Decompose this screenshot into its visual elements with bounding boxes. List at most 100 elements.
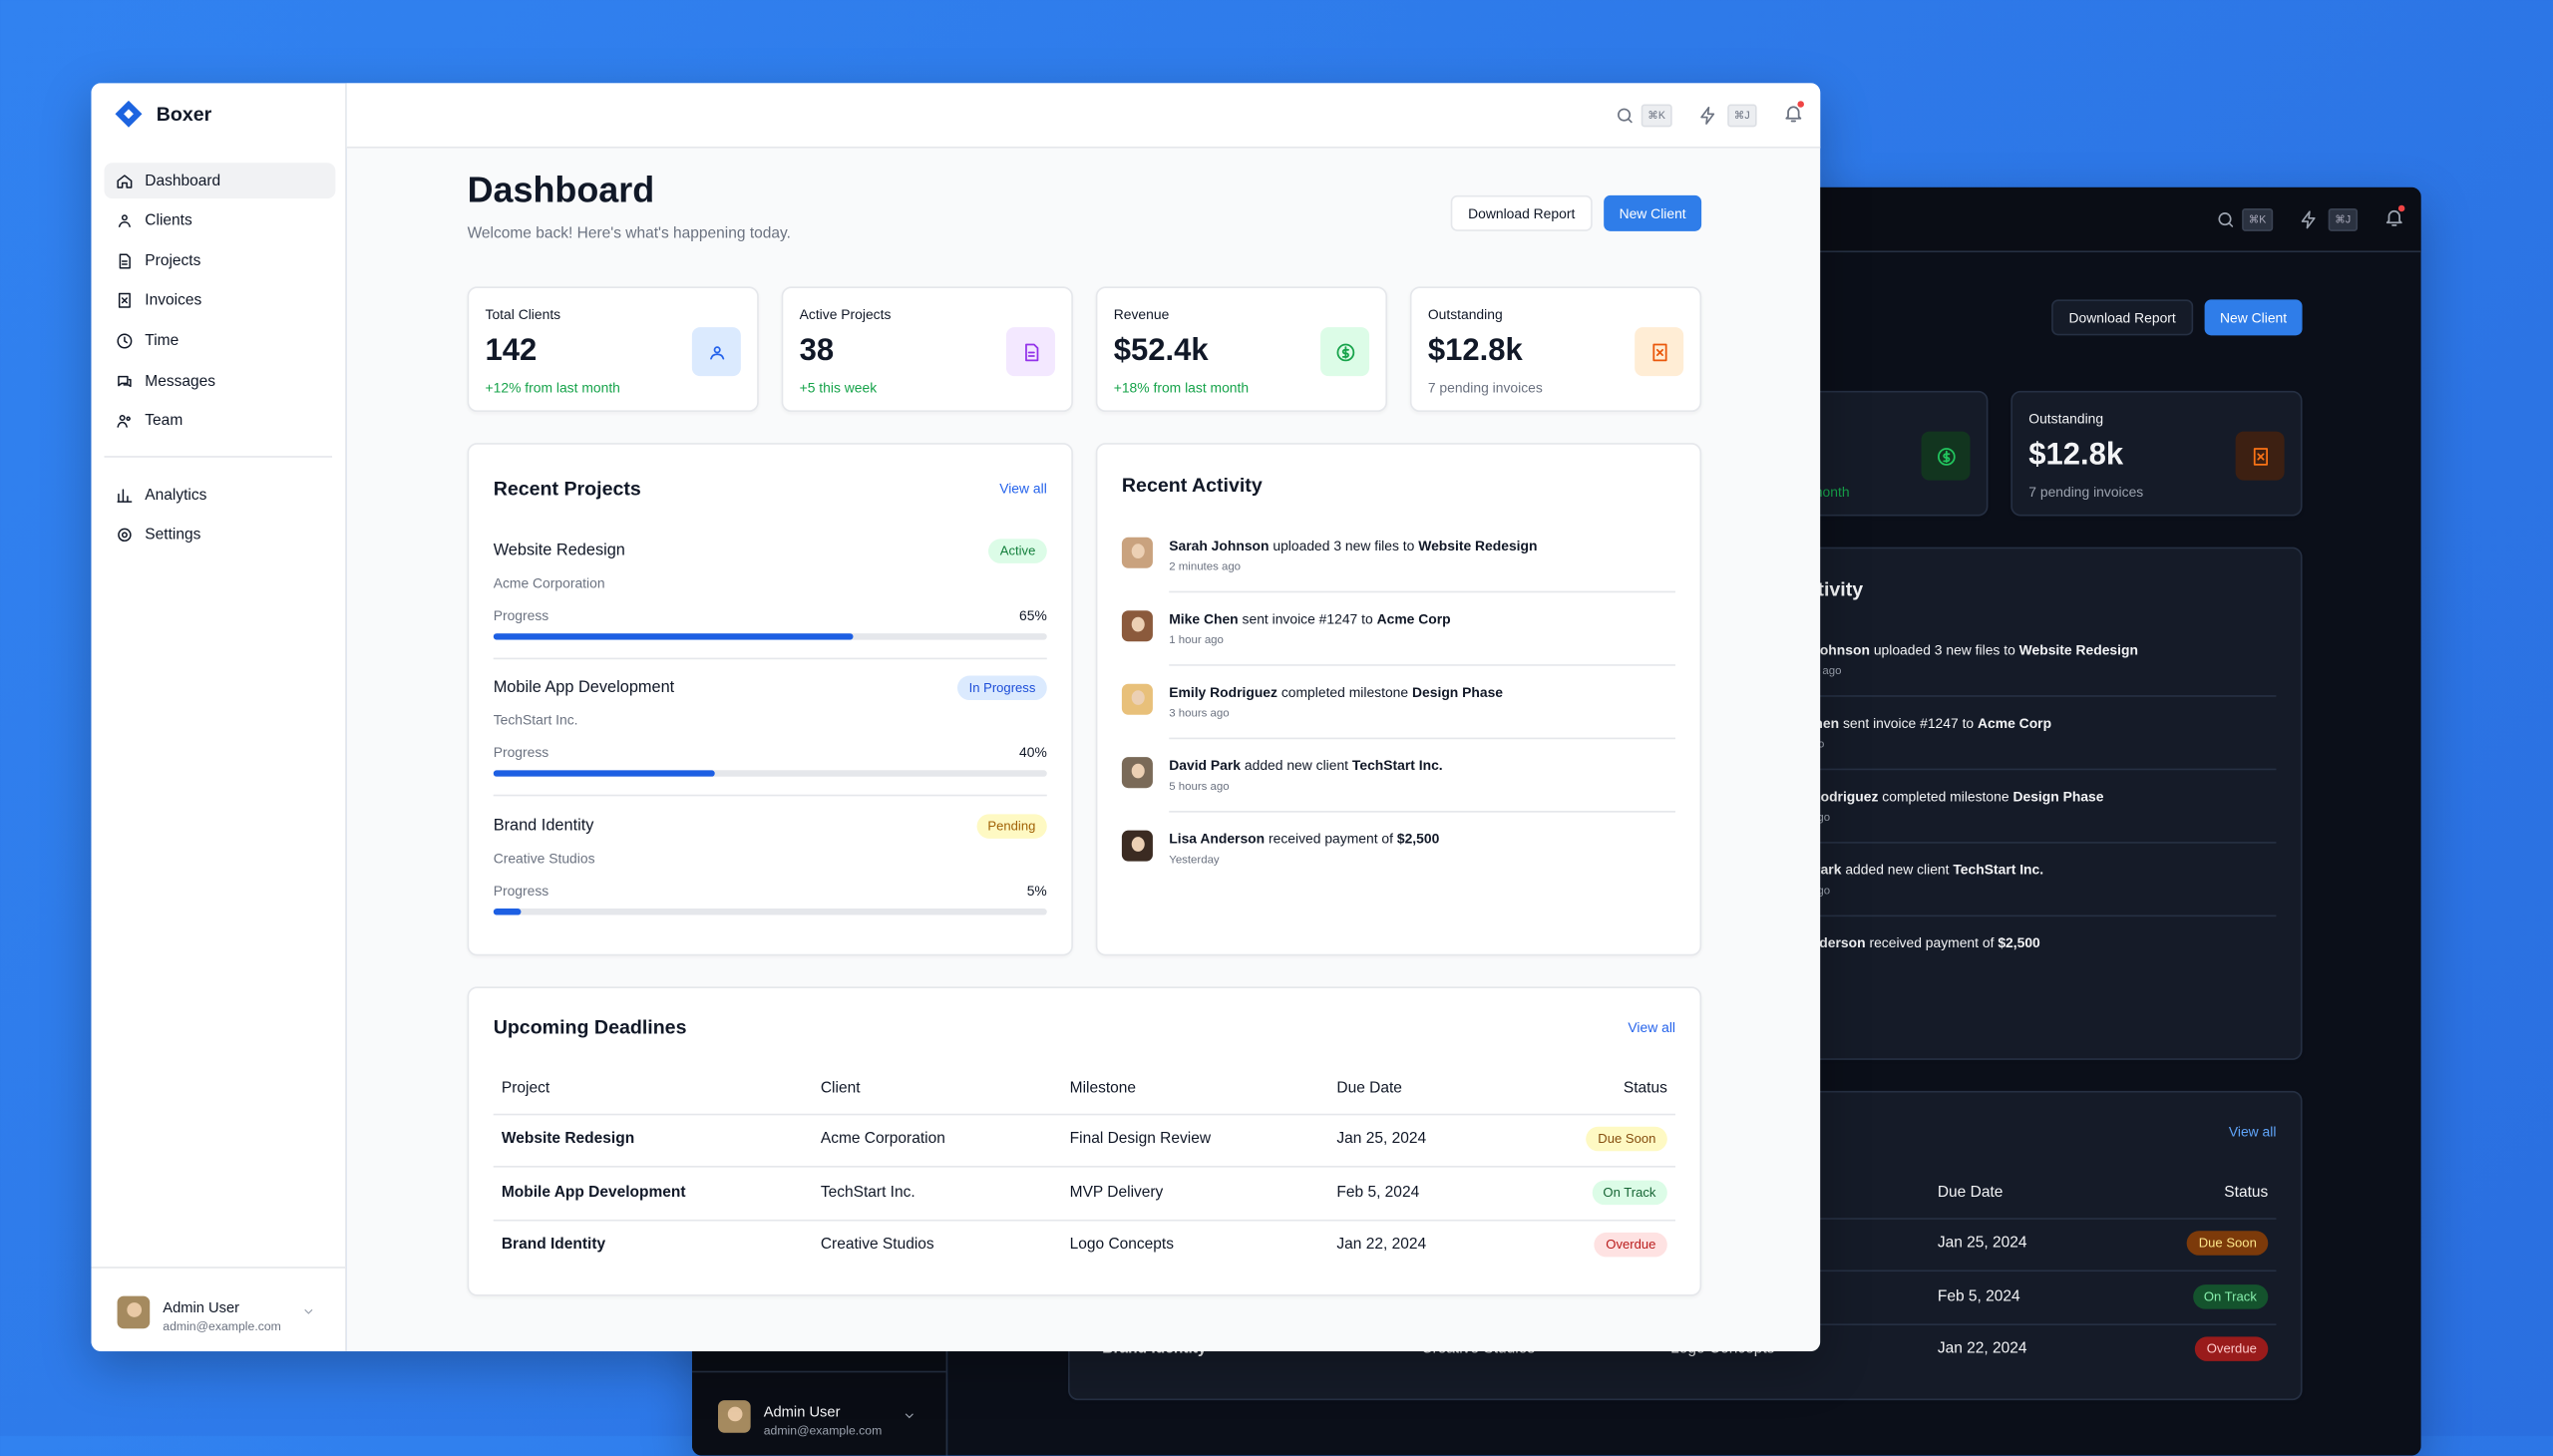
nav-item[interactable]: Messages	[104, 363, 335, 399]
card-title: Recent Projects	[493, 477, 641, 501]
path	[1942, 449, 1950, 463]
nav-label: Invoices	[145, 291, 202, 310]
icon	[117, 333, 133, 349]
user-panel[interactable]: Admin User admin@example.com	[91, 1267, 346, 1351]
stat-change: +18% from last month	[1113, 379, 1250, 396]
icon	[1937, 447, 1955, 465]
stat-change: +5 this week	[799, 379, 878, 396]
card-title: Recent Activity	[1121, 474, 1263, 497]
progress-label: Progress	[493, 744, 549, 761]
user-avatar	[717, 1400, 751, 1433]
activity-target: $2,500	[1998, 934, 2040, 951]
activity-user: David Park	[1169, 757, 1242, 774]
link[interactable]: View all	[999, 480, 1047, 497]
icon	[119, 253, 131, 269]
icon	[1618, 108, 1633, 124]
notifications-button[interactable]	[1783, 101, 1804, 132]
column-header: Due Date	[1937, 1183, 2004, 1202]
stat-label: Active Projects	[799, 305, 892, 323]
nav-item[interactable]: Settings	[104, 518, 335, 553]
div	[726, 1406, 742, 1422]
link[interactable]: View all	[2228, 1123, 2277, 1140]
nav-item[interactable]: Invoices	[104, 283, 335, 319]
nav-item[interactable]: Analytics	[104, 477, 335, 513]
activity-action: uploaded 3 new files to	[1273, 537, 1415, 554]
nav-item[interactable]: Dashboard	[104, 163, 336, 199]
progress-value: 5%	[1026, 882, 1047, 899]
button[interactable]: Download Report	[1450, 194, 1593, 231]
divider	[1769, 842, 2277, 844]
sidebar: Boxer Dashboard Clients Projects Invoices Tim…	[91, 83, 347, 1352]
path	[1341, 345, 1349, 358]
column-header: Client	[820, 1079, 861, 1098]
column-header: Milestone	[1069, 1079, 1137, 1098]
stat-card: Active Projects 38 +5 this week	[781, 286, 1073, 413]
button[interactable]: Download Report	[2051, 299, 2194, 336]
activity-action: added new client	[1244, 757, 1349, 774]
circle	[1937, 447, 1955, 465]
logo	[115, 100, 143, 128]
activity-time: 5 hours ago	[1169, 781, 1230, 794]
search-button[interactable]	[1616, 104, 1636, 133]
nav-label: Dashboard	[145, 172, 221, 190]
link[interactable]: View all	[1628, 1019, 1675, 1036]
stat-card: Outstanding $12.8k 7 pending invoices	[2010, 390, 2303, 517]
circle	[2218, 212, 2232, 226]
nav-item[interactable]: Team	[104, 403, 335, 439]
icon	[118, 214, 131, 228]
rect	[1651, 342, 1666, 361]
progress-label: Progress	[493, 606, 549, 624]
div	[1130, 837, 1144, 852]
cell: Feb 5, 2024	[1937, 1286, 2020, 1305]
icon	[1651, 342, 1666, 361]
cell: MVP Delivery	[1069, 1183, 1164, 1202]
stat-change: 7 pending invoices	[2028, 483, 2144, 501]
status-badge: Active	[988, 539, 1047, 563]
button[interactable]: New Client	[1604, 194, 1702, 231]
divider	[493, 657, 1047, 660]
stat-value: 142	[485, 333, 538, 368]
main: ⌘K ⌘J Dashboard Welcome back! Here's wha…	[346, 83, 1821, 1352]
stat-card: Outstanding $12.8k 7 pending invoices	[1409, 286, 1702, 413]
project-name: Mobile App Development	[493, 679, 675, 698]
avatar	[1121, 537, 1153, 568]
rect	[118, 293, 131, 309]
actions-button[interactable]	[1698, 104, 1718, 133]
search-button[interactable]	[2216, 208, 2236, 237]
stat-value: 38	[799, 333, 835, 368]
activity-target: Website Redesign	[1418, 537, 1538, 554]
status-badge: Pending	[976, 813, 1047, 839]
page-title: Dashboard	[467, 169, 655, 210]
nav-item[interactable]: Clients	[104, 202, 335, 238]
path	[118, 375, 129, 386]
stat-change: 7 pending invoices	[1427, 379, 1543, 396]
page-subtitle: Welcome back! Here's what's happening to…	[467, 224, 791, 243]
div	[1130, 616, 1144, 632]
div	[1130, 690, 1144, 705]
button[interactable]: New Client	[2204, 299, 2303, 336]
activity-action: added new client	[1845, 861, 1950, 878]
nav-label: Analytics	[145, 486, 207, 505]
abs: Sarah Johnson uploaded 3 new files to We…	[1770, 641, 2138, 657]
chevron	[304, 1308, 313, 1314]
path	[117, 488, 133, 503]
divider	[1169, 811, 1675, 813]
activity-user: Lisa Anderson	[1169, 830, 1266, 847]
icon	[1024, 342, 1038, 361]
status-badge: Due Soon	[1586, 1126, 1667, 1152]
stat-icon	[1320, 327, 1370, 377]
path	[1627, 118, 1633, 124]
path	[124, 336, 128, 344]
nav-item[interactable]: Projects	[104, 243, 335, 279]
progress-value: 65%	[1019, 606, 1047, 624]
activity-time: 3 hours ago	[1169, 708, 1230, 720]
notifications-button[interactable]	[2383, 204, 2405, 235]
actions-button[interactable]	[2299, 208, 2319, 237]
stat-icon	[691, 327, 741, 377]
nav-item[interactable]: Time	[104, 323, 335, 359]
status-badge: Due Soon	[2187, 1231, 2269, 1256]
user-panel[interactable]: Admin User admin@example.com	[691, 1370, 946, 1456]
nav-label: Clients	[145, 211, 192, 230]
